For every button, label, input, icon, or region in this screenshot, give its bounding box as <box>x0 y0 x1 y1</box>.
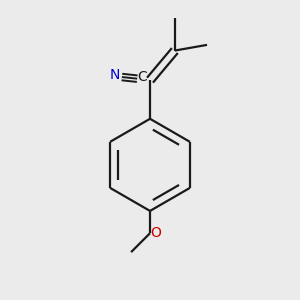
Text: C: C <box>138 70 147 84</box>
Text: N: N <box>109 68 120 82</box>
Text: O: O <box>151 226 161 240</box>
